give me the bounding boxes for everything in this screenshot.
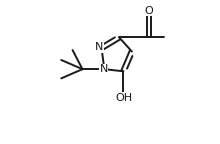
Text: N: N <box>95 42 103 52</box>
Text: OH: OH <box>116 93 133 103</box>
Text: N: N <box>99 64 108 74</box>
Text: O: O <box>145 6 153 16</box>
